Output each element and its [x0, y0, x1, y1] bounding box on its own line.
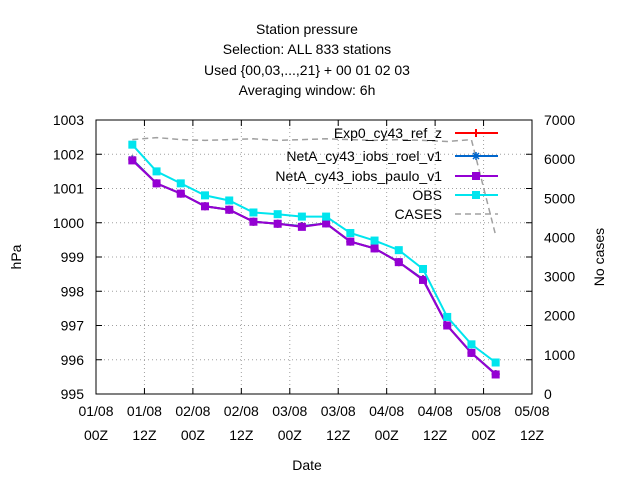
series-paulo-legend-marker — [472, 172, 480, 180]
x-tick-label-hour: 00Z — [181, 427, 206, 443]
chart-title-line: Averaging window: 6h — [239, 82, 376, 98]
series-paulo-marker — [370, 244, 379, 253]
series-obs-marker — [201, 191, 209, 200]
series-paulo-marker — [467, 348, 476, 357]
series-exp0-legend-marker — [472, 129, 480, 137]
y-tick-label: 1000 — [53, 215, 84, 231]
y2-tick-label: 4000 — [544, 229, 575, 245]
series-paulo-marker — [273, 219, 282, 228]
chart-title-line: Used {00,03,...,21} + 00 01 02 03 — [204, 62, 410, 78]
x-tick-label-hour: 00Z — [375, 427, 400, 443]
y-tick-label: 996 — [61, 352, 85, 368]
x-axis-label: Date — [292, 457, 322, 473]
x-tick-label-date: 01/08 — [78, 403, 113, 419]
x-tick-label-date: 02/08 — [175, 403, 210, 419]
series-roel-legend-marker — [472, 152, 480, 160]
series-obs-marker — [394, 246, 403, 255]
y-tick-label: 999 — [61, 249, 85, 265]
series-obs-marker — [322, 212, 331, 221]
series-obs-marker — [346, 229, 355, 238]
y2-tick-label: 3000 — [544, 269, 575, 285]
x-tick-label-date: 01/08 — [127, 403, 162, 419]
series-obs-marker — [297, 212, 306, 221]
x-tick-label-hour: 12Z — [326, 427, 351, 443]
x-tick-label-hour: 00Z — [471, 427, 496, 443]
series-paulo-marker — [176, 189, 185, 198]
y2-tick-label: 1000 — [544, 347, 575, 363]
y-tick-label: 997 — [61, 318, 85, 334]
chart-title-line: Station pressure — [256, 21, 358, 37]
series-obs-marker — [443, 312, 452, 321]
series-obs-marker — [467, 340, 476, 349]
series-obs-marker — [249, 208, 258, 217]
y2-axis-label: No cases — [591, 228, 607, 286]
series-paulo-line — [131, 159, 497, 376]
y2-tick-label: 2000 — [544, 308, 575, 324]
x-tick-label-hour: 12Z — [132, 427, 157, 443]
legend-label: NetA_cy43_iobs_roel_v1 — [286, 148, 442, 164]
y-axis-label: hPa — [8, 244, 24, 269]
series-paulo-marker — [297, 222, 306, 231]
series-paulo-marker — [394, 258, 403, 267]
series-obs-marker — [419, 264, 427, 273]
series-paulo-marker — [491, 370, 500, 379]
x-tick-label-hour: 00Z — [84, 427, 109, 443]
chart-title-line: Selection: ALL 833 stations — [223, 41, 391, 57]
x-tick-label-hour: 12Z — [520, 427, 545, 443]
y2-tick-label: 0 — [544, 386, 552, 402]
series-obs-marker — [491, 358, 500, 367]
series-obs-line — [131, 144, 497, 364]
legend-label: Exp0_cy43_ref_z — [334, 125, 442, 141]
y-tick-label: 1002 — [53, 146, 84, 162]
x-tick-label-date: 03/08 — [321, 403, 356, 419]
series-obs-marker — [176, 179, 185, 188]
y-tick-label: 1003 — [53, 112, 84, 128]
x-tick-label-date: 05/08 — [514, 403, 549, 419]
x-tick-label-date: 03/08 — [272, 403, 307, 419]
legend-label: CASES — [395, 206, 442, 222]
series-paulo-marker — [346, 237, 355, 246]
y-tick-label: 995 — [61, 386, 85, 402]
x-tick-label-date: 04/08 — [369, 403, 404, 419]
series-obs-marker — [273, 210, 282, 219]
series-paulo-marker — [249, 217, 258, 226]
y-tick-label: 1001 — [53, 181, 84, 197]
x-tick-label-hour: 12Z — [229, 427, 254, 443]
series-obs-marker — [152, 167, 161, 176]
series-paulo-marker — [443, 321, 452, 330]
series-paulo-marker — [152, 179, 161, 188]
series-paulo-marker — [128, 156, 137, 165]
y2-tick-label: 6000 — [544, 151, 575, 167]
series-cases-line — [132, 136, 497, 236]
legend-label: NetA_cy43_iobs_paulo_v1 — [275, 168, 442, 184]
x-tick-label-hour: 12Z — [423, 427, 448, 443]
series-paulo-marker — [225, 205, 234, 214]
x-tick-label-date: 04/08 — [418, 403, 453, 419]
series-obs-marker — [128, 140, 137, 149]
series-obs-marker — [225, 196, 234, 205]
series-paulo-marker — [201, 202, 209, 211]
x-tick-label-hour: 00Z — [278, 427, 303, 443]
legend-label: OBS — [412, 187, 442, 203]
series-obs-marker — [370, 236, 379, 245]
x-tick-label-date: 02/08 — [224, 403, 259, 419]
y-tick-label: 998 — [61, 283, 85, 299]
series-paulo-marker — [419, 275, 427, 284]
series-paulo-marker — [322, 219, 331, 228]
x-tick-label-date: 05/08 — [466, 403, 501, 419]
y2-tick-label: 5000 — [544, 190, 575, 206]
y2-tick-label: 7000 — [544, 112, 575, 128]
series-obs-legend-marker — [472, 191, 480, 199]
